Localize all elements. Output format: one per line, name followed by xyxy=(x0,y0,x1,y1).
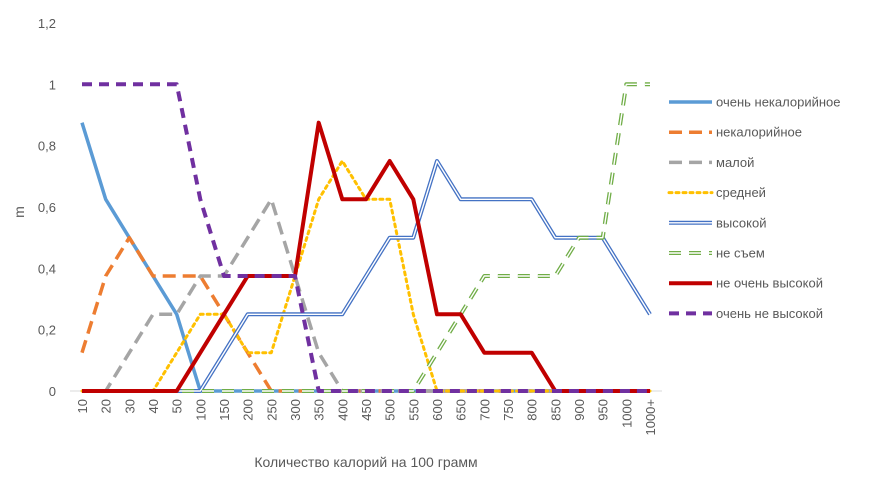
x-tick-label: 200 xyxy=(241,399,256,421)
x-tick-label: 150 xyxy=(217,399,232,421)
y-tick-label: 0,4 xyxy=(38,261,56,276)
legend-item: высокой xyxy=(669,215,766,230)
y-tick-label: 1 xyxy=(49,77,56,92)
series-line-1 xyxy=(80,122,650,393)
x-tick-label: 250 xyxy=(264,399,279,421)
x-tick-label: 850 xyxy=(548,399,563,421)
series-path xyxy=(82,82,650,393)
legend-label: очень некалорийное xyxy=(716,95,840,110)
y-tick-label: 0,2 xyxy=(38,323,56,338)
x-tick-label: 950 xyxy=(596,399,611,421)
x-tick-label: 20 xyxy=(99,399,114,413)
legend-item: не съем xyxy=(669,246,765,261)
series-line-3 xyxy=(82,197,650,393)
legend: очень некалорийное некалорийное малой средн… xyxy=(667,95,840,321)
y-tick-label: 0 xyxy=(49,384,56,399)
x-tick-label: 500 xyxy=(383,399,398,421)
x-tick-label: 750 xyxy=(501,399,516,421)
x-tick-label: 450 xyxy=(359,399,374,421)
x-tick-label: 800 xyxy=(525,399,540,421)
y-tick-label: 1,2 xyxy=(38,16,56,31)
x-tick-label: 1000+ xyxy=(643,399,658,436)
legend-item: не очень высокой xyxy=(669,276,823,291)
x-tick-label: 550 xyxy=(406,399,421,421)
x-tick-label: 50 xyxy=(170,399,185,413)
legend-item: малой xyxy=(669,155,754,170)
x-tick-label: 100 xyxy=(193,399,208,421)
legend-label: очень не высокой xyxy=(716,306,823,321)
x-tick-label: 600 xyxy=(430,399,445,421)
y-axis-ticks: 0 0,2 0,4 0,6 0,8 1 1,2 xyxy=(38,16,56,399)
x-tick-label: 900 xyxy=(572,399,587,421)
series-line-7 xyxy=(82,120,650,393)
x-tick-label: 10 xyxy=(75,399,90,413)
legend-label: высокой xyxy=(716,215,766,230)
legend-item: очень не высокой xyxy=(669,306,823,321)
x-axis-ticks: 10 20 30 40 50 100 150 200 250 300 350 400 450 500 550… xyxy=(75,399,658,436)
x-tick-label: 30 xyxy=(122,399,137,413)
legend-item: очень некалорийное xyxy=(669,95,840,110)
series-line-8 xyxy=(82,82,650,393)
y-tick-label: 0,6 xyxy=(38,200,56,215)
legend-label: не очень высокой xyxy=(716,276,823,291)
y-axis-title: m xyxy=(11,206,27,218)
series-path xyxy=(80,122,650,393)
legend-item: некалорийное xyxy=(669,125,802,140)
legend-label: не съем xyxy=(716,246,765,261)
x-tick-label: 1000 xyxy=(619,399,634,428)
series-layer xyxy=(80,82,652,393)
x-tick-label: 300 xyxy=(288,399,303,421)
series-path xyxy=(82,120,650,393)
series-path xyxy=(82,197,650,393)
x-tick-label: 700 xyxy=(477,399,492,421)
legend-label: средней xyxy=(716,185,766,200)
legend-label: некалорийное xyxy=(716,125,802,140)
x-tick-label: 40 xyxy=(146,399,161,413)
x-tick-label: 650 xyxy=(454,399,469,421)
legend-label: малой xyxy=(716,155,754,170)
legend-item: средней xyxy=(667,185,766,200)
y-tick-label: 0,8 xyxy=(38,139,56,154)
x-axis-title: Количество калорий на 100 грамм xyxy=(254,454,477,470)
x-tick-label: 350 xyxy=(312,399,327,421)
x-tick-label: 400 xyxy=(335,399,350,421)
